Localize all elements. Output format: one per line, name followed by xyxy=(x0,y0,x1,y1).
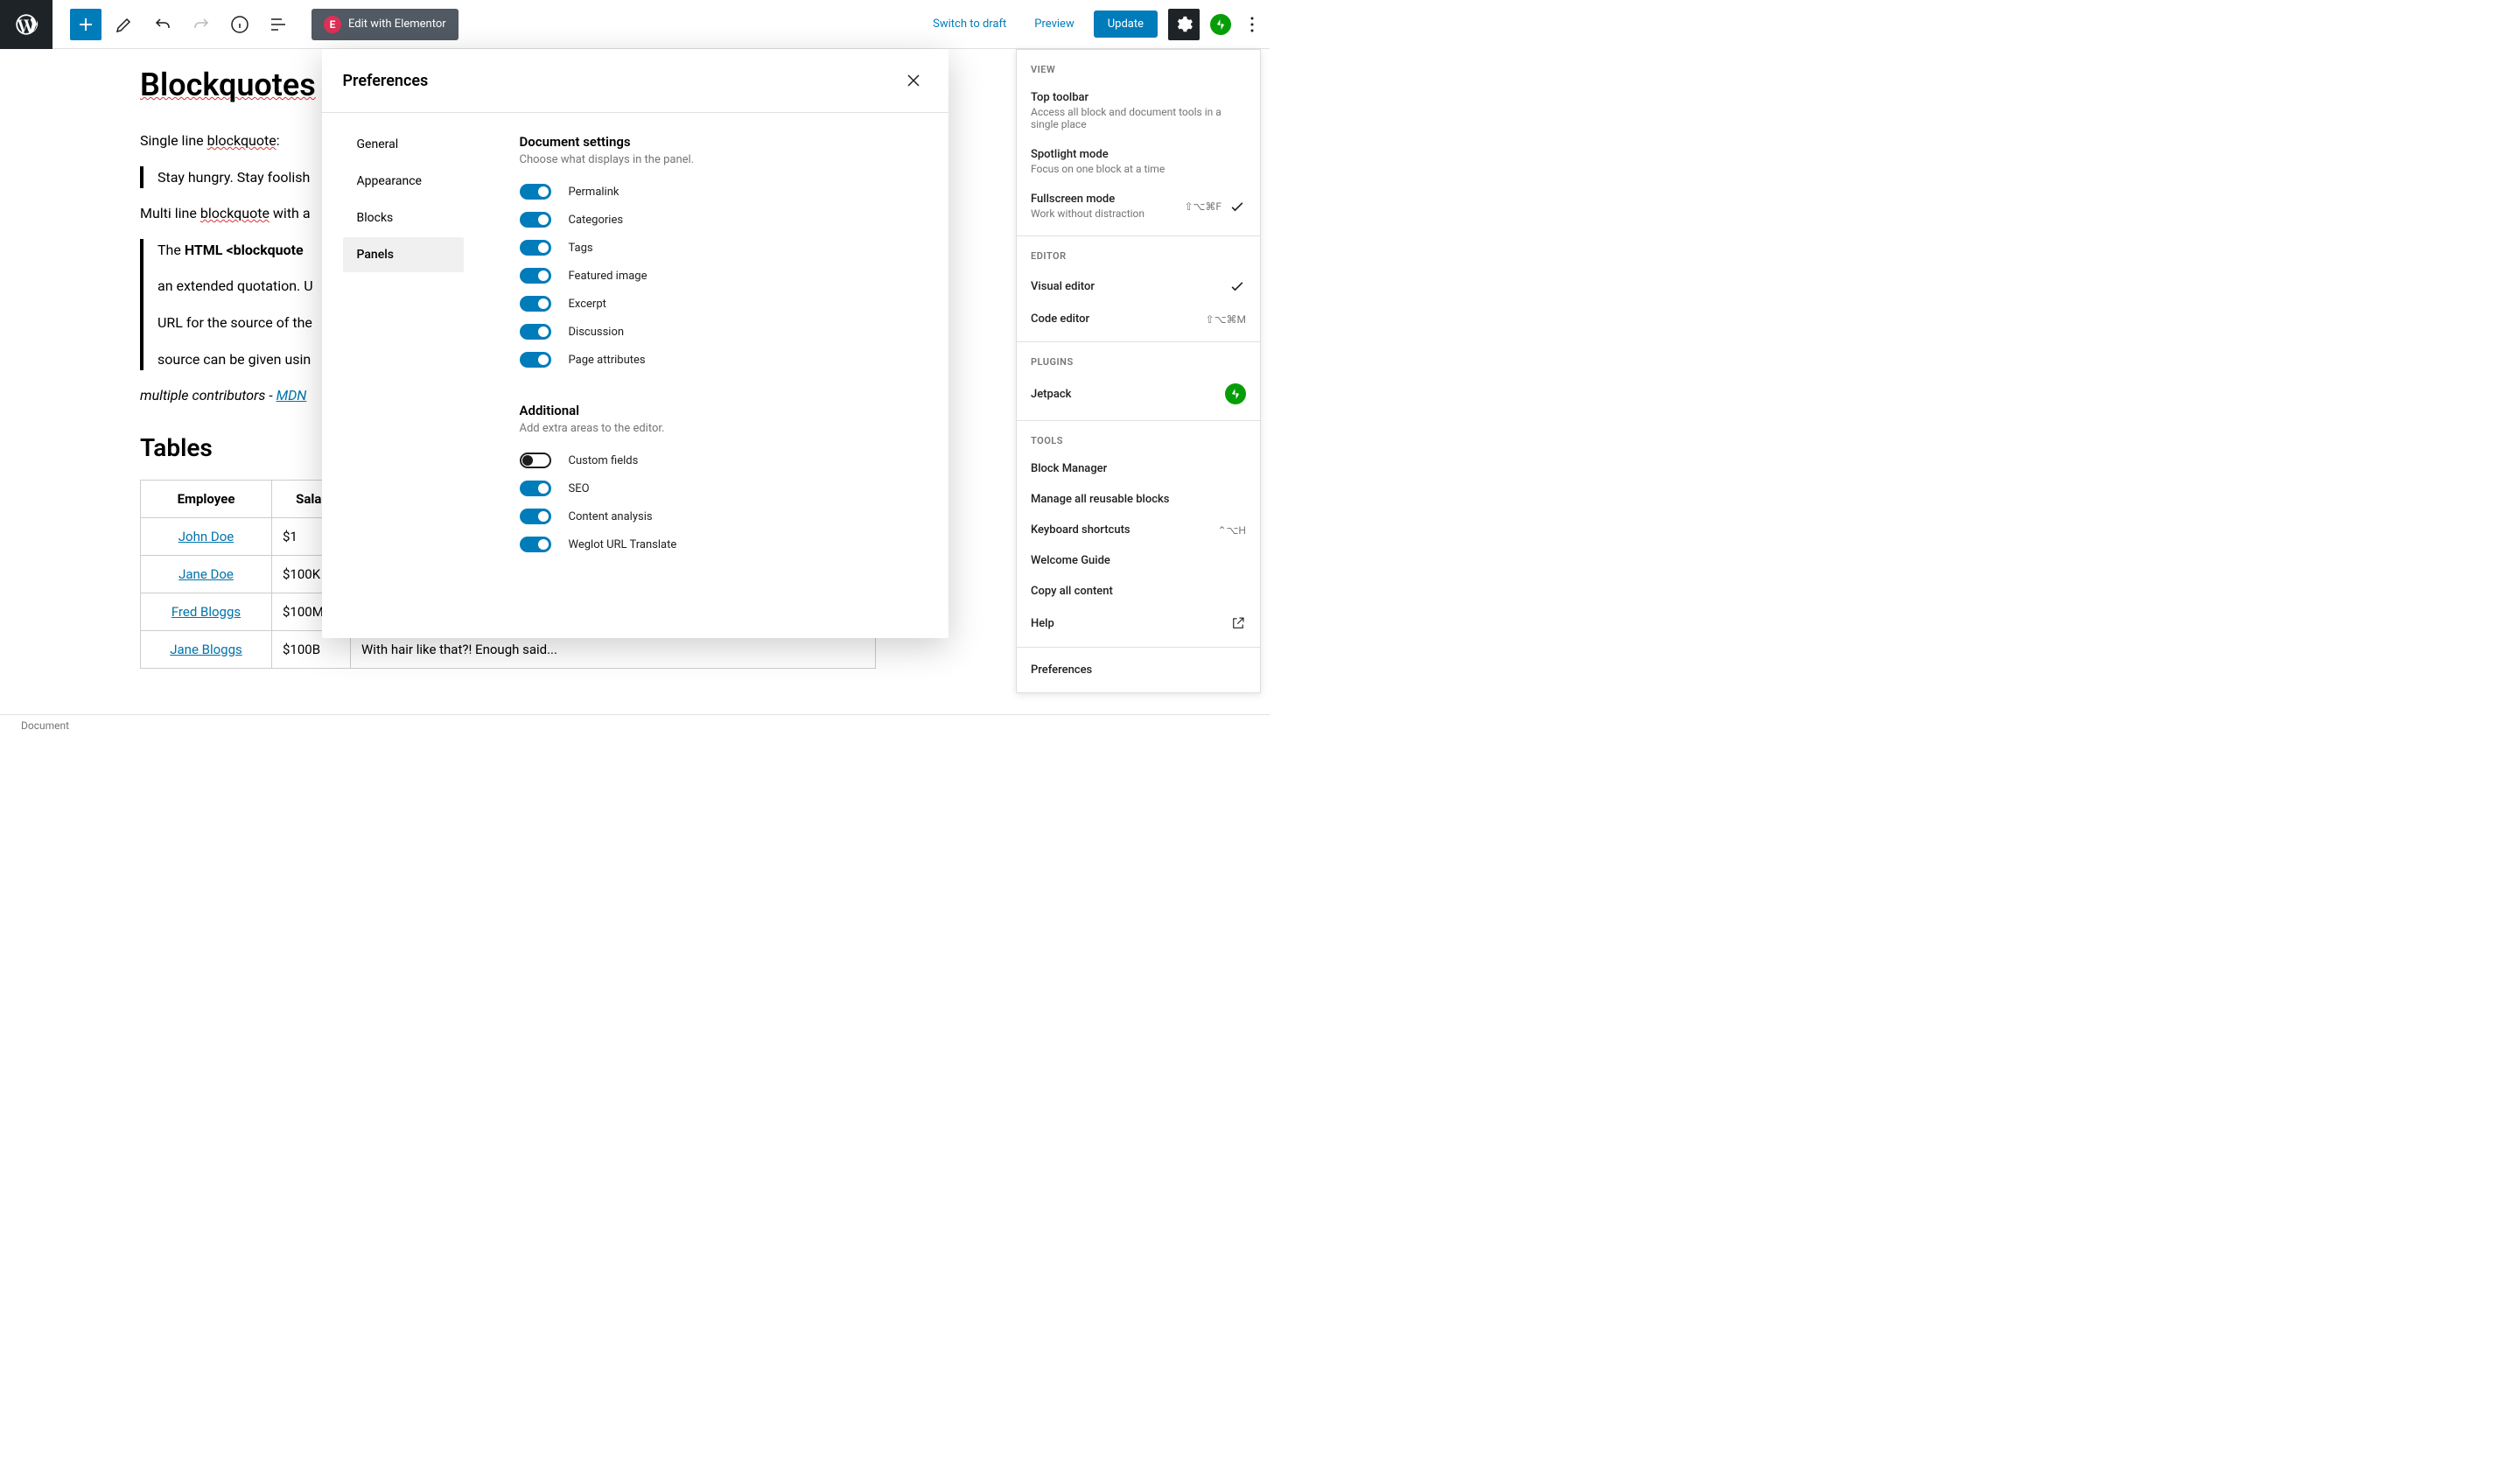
section-title: Document settings xyxy=(520,134,914,150)
section-subtitle: Choose what displays in the panel. xyxy=(520,153,914,166)
toggle-row: Excerpt xyxy=(520,296,914,312)
toggle-switch[interactable] xyxy=(520,481,551,496)
toggle-row: Page attributes xyxy=(520,352,914,368)
toggle-label: Discussion xyxy=(569,326,625,339)
switch-draft-link[interactable]: Switch to draft xyxy=(924,12,1015,36)
more-menu-button[interactable] xyxy=(1242,14,1263,35)
toggle-switch[interactable] xyxy=(520,352,551,368)
toggle-row: Categories xyxy=(520,212,914,228)
section-subtitle: Add extra areas to the editor. xyxy=(520,422,914,435)
modal-tabs: GeneralAppearanceBlocksPanels xyxy=(322,113,485,638)
toggle-switch[interactable] xyxy=(520,537,551,552)
update-button[interactable]: Update xyxy=(1094,11,1158,38)
top-toolbar: E Edit with Elementor Switch to draft Pr… xyxy=(0,0,1270,49)
section-title: Additional xyxy=(520,403,914,418)
modal-tab[interactable]: Appearance xyxy=(343,164,464,199)
toggle-switch[interactable] xyxy=(520,296,551,312)
toggle-label: SEO xyxy=(569,482,590,495)
toggle-label: Tags xyxy=(569,242,593,255)
toggle-row: Content analysis xyxy=(520,509,914,524)
preferences-modal: Preferences GeneralAppearanceBlocksPanel… xyxy=(322,49,948,638)
modal-overlay: Preferences GeneralAppearanceBlocksPanel… xyxy=(0,49,1270,735)
outline-button[interactable] xyxy=(262,9,294,40)
toggle-switch[interactable] xyxy=(520,240,551,256)
modal-tab[interactable]: General xyxy=(343,127,464,162)
toggle-switch[interactable] xyxy=(520,324,551,340)
settings-button[interactable] xyxy=(1168,9,1200,40)
toggle-label: Categories xyxy=(569,214,624,227)
close-button[interactable] xyxy=(900,67,928,95)
redo-button[interactable] xyxy=(186,9,217,40)
elementor-button[interactable]: E Edit with Elementor xyxy=(312,9,458,40)
modal-content: Document settings Choose what displays i… xyxy=(485,113,948,638)
toggle-switch[interactable] xyxy=(520,268,551,284)
toggle-switch[interactable] xyxy=(520,184,551,200)
toggle-row: Weglot URL Translate xyxy=(520,537,914,552)
toggle-label: Featured image xyxy=(569,270,648,283)
toggle-label: Permalink xyxy=(569,186,620,199)
toggle-row: Permalink xyxy=(520,184,914,200)
toggle-switch[interactable] xyxy=(520,453,551,468)
toggle-label: Weglot URL Translate xyxy=(569,538,677,551)
modal-tab[interactable]: Blocks xyxy=(343,200,464,235)
elementor-label: Edit with Elementor xyxy=(348,18,446,31)
preview-link[interactable]: Preview xyxy=(1026,12,1082,36)
toggle-row: Discussion xyxy=(520,324,914,340)
toggle-label: Excerpt xyxy=(569,298,606,311)
edit-icon[interactable] xyxy=(108,9,140,40)
modal-title: Preferences xyxy=(343,72,429,90)
info-button[interactable] xyxy=(224,9,256,40)
jetpack-icon[interactable] xyxy=(1210,14,1231,35)
toggle-row: SEO xyxy=(520,481,914,496)
undo-button[interactable] xyxy=(147,9,178,40)
toggle-switch[interactable] xyxy=(520,212,551,228)
toggle-label: Content analysis xyxy=(569,510,653,523)
toggle-label: Page attributes xyxy=(569,354,646,367)
toggle-row: Featured image xyxy=(520,268,914,284)
toggle-label: Custom fields xyxy=(569,454,639,467)
toggle-row: Custom fields xyxy=(520,453,914,468)
elementor-icon: E xyxy=(324,16,341,33)
wordpress-logo[interactable] xyxy=(0,0,52,49)
toggle-switch[interactable] xyxy=(520,509,551,524)
modal-tab[interactable]: Panels xyxy=(343,237,464,272)
add-block-button[interactable] xyxy=(70,9,102,40)
toggle-row: Tags xyxy=(520,240,914,256)
